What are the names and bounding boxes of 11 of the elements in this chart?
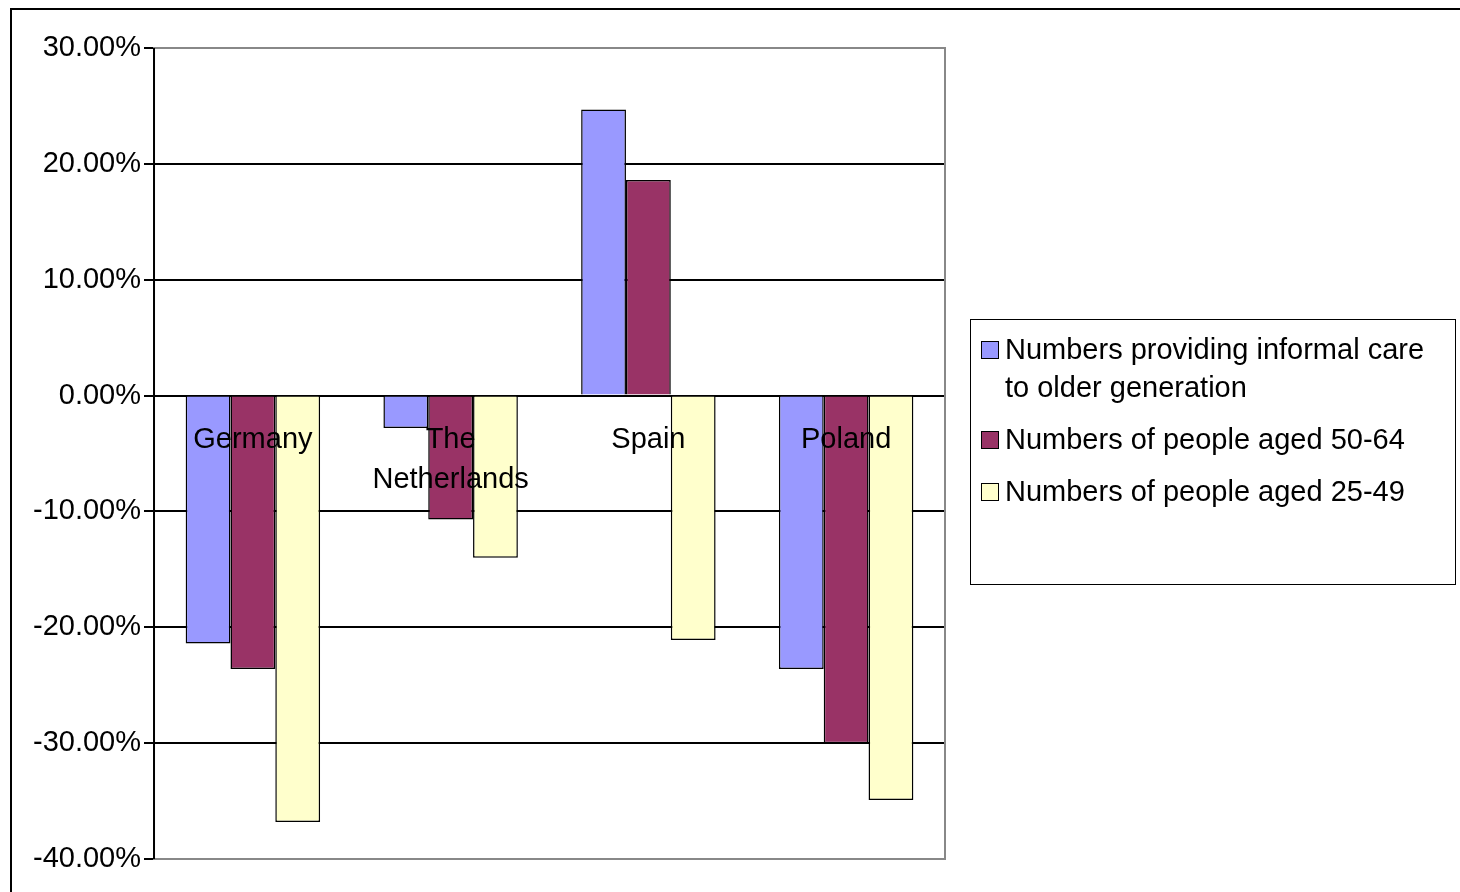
y-tick-label: -30.00% — [33, 725, 142, 758]
y-tick-label: 0.00% — [58, 377, 142, 410]
y-tick-label: -20.00% — [33, 609, 142, 642]
legend-label: Numbers providing informal care to older generation — [1005, 332, 1426, 405]
y-tick-label: 20.00% — [42, 145, 142, 178]
y-tick-label: 10.00% — [42, 261, 142, 294]
legend-label: Numbers of people aged 50-64 — [1005, 422, 1405, 457]
y-tick-label: -10.00% — [33, 493, 142, 526]
legend-label: Numbers of people aged 25-49 — [1005, 474, 1405, 509]
y-tick-label: 30.00% — [42, 30, 142, 62]
y-tick-label: -40.00% — [33, 841, 142, 873]
